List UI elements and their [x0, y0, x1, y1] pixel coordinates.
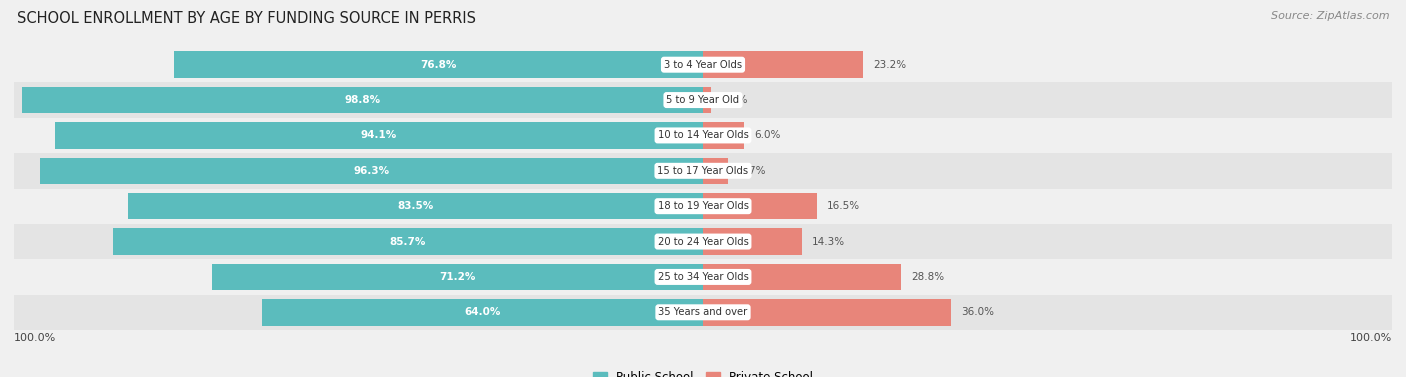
Text: 25 to 34 Year Olds: 25 to 34 Year Olds: [658, 272, 748, 282]
Bar: [262, 299, 703, 326]
Bar: [55, 122, 703, 149]
Bar: [22, 87, 703, 113]
Text: 83.5%: 83.5%: [398, 201, 433, 211]
Text: 35 Years and over: 35 Years and over: [658, 307, 748, 317]
Bar: [703, 264, 901, 290]
Bar: [14, 118, 1392, 153]
Text: 5 to 9 Year Old: 5 to 9 Year Old: [666, 95, 740, 105]
Text: 16.5%: 16.5%: [827, 201, 860, 211]
Bar: [14, 83, 1392, 118]
Text: SCHOOL ENROLLMENT BY AGE BY FUNDING SOURCE IN PERRIS: SCHOOL ENROLLMENT BY AGE BY FUNDING SOUR…: [17, 11, 475, 26]
Text: 71.2%: 71.2%: [440, 272, 475, 282]
Text: 94.1%: 94.1%: [361, 130, 396, 141]
Bar: [703, 87, 711, 113]
Text: 85.7%: 85.7%: [389, 236, 426, 247]
Text: 64.0%: 64.0%: [464, 307, 501, 317]
Bar: [703, 158, 728, 184]
Text: 100.0%: 100.0%: [1350, 333, 1392, 343]
Text: Source: ZipAtlas.com: Source: ZipAtlas.com: [1271, 11, 1389, 21]
Text: 1.2%: 1.2%: [721, 95, 748, 105]
Bar: [703, 122, 744, 149]
Text: 3 to 4 Year Olds: 3 to 4 Year Olds: [664, 60, 742, 70]
Text: 10 to 14 Year Olds: 10 to 14 Year Olds: [658, 130, 748, 141]
Bar: [39, 158, 703, 184]
Text: 36.0%: 36.0%: [962, 307, 994, 317]
Bar: [14, 224, 1392, 259]
Bar: [14, 259, 1392, 294]
Text: 15 to 17 Year Olds: 15 to 17 Year Olds: [658, 166, 748, 176]
Legend: Public School, Private School: Public School, Private School: [588, 366, 818, 377]
Bar: [703, 299, 950, 326]
Text: 96.3%: 96.3%: [353, 166, 389, 176]
Text: 18 to 19 Year Olds: 18 to 19 Year Olds: [658, 201, 748, 211]
Bar: [14, 47, 1392, 83]
Bar: [128, 193, 703, 219]
Bar: [14, 153, 1392, 188]
Bar: [14, 294, 1392, 330]
Bar: [703, 228, 801, 255]
Bar: [703, 51, 863, 78]
Bar: [14, 188, 1392, 224]
Text: 100.0%: 100.0%: [14, 333, 56, 343]
Text: 14.3%: 14.3%: [811, 236, 845, 247]
Bar: [112, 228, 703, 255]
Text: 23.2%: 23.2%: [873, 60, 907, 70]
Text: 3.7%: 3.7%: [738, 166, 765, 176]
Text: 20 to 24 Year Olds: 20 to 24 Year Olds: [658, 236, 748, 247]
Bar: [212, 264, 703, 290]
Text: 6.0%: 6.0%: [755, 130, 782, 141]
Text: 28.8%: 28.8%: [911, 272, 945, 282]
Bar: [703, 193, 817, 219]
Bar: [174, 51, 703, 78]
Text: 98.8%: 98.8%: [344, 95, 381, 105]
Text: 76.8%: 76.8%: [420, 60, 457, 70]
